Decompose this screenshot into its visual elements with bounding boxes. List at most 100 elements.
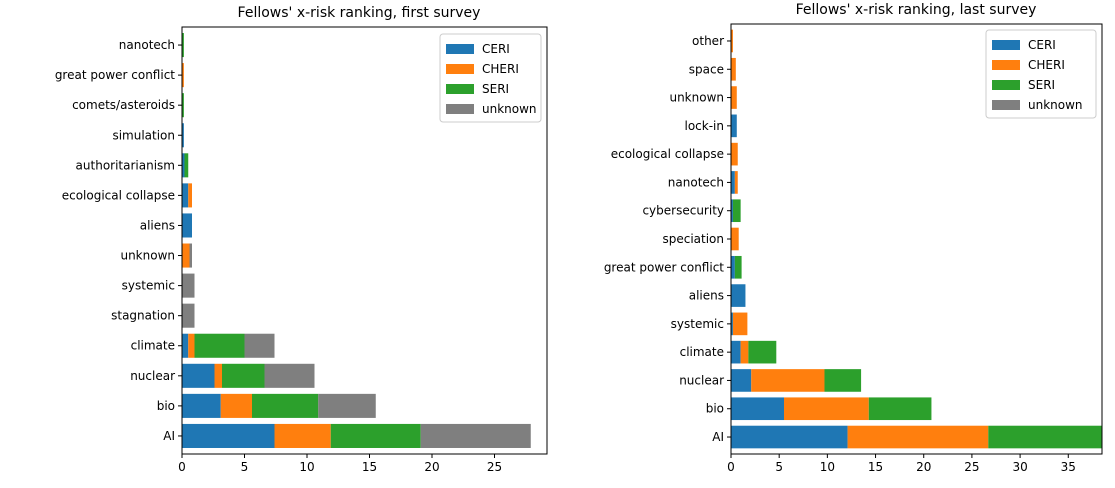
y-tick-label-bio: bio — [706, 402, 724, 416]
bar-bio-ceri — [182, 393, 221, 418]
bar-ecological-collapse-ceri — [182, 183, 189, 208]
x-tick-label-10: 10 — [820, 460, 835, 474]
legend-swatch-ceri — [446, 44, 474, 54]
bar-systemic-cheri — [732, 312, 748, 336]
legend-swatch-seri — [992, 80, 1020, 90]
bar-authoritarianism-ceri — [182, 153, 185, 178]
bar-ai-cheri — [274, 423, 331, 448]
x-tick-label-0: 0 — [178, 460, 186, 474]
legend-swatch-cheri — [446, 64, 474, 74]
y-tick-label-systemic: systemic — [671, 317, 724, 331]
bar-nuclear-seri — [222, 363, 265, 388]
bar-great-power-conflict-seri — [734, 255, 742, 279]
bar-stagnation-unknown — [182, 303, 195, 328]
legend-label-seri: SERI — [482, 82, 509, 96]
bar-nuclear-cheri — [751, 369, 825, 392]
y-tick-label-nanotech: nanotech — [119, 38, 175, 52]
bar-bio-cheri — [220, 393, 252, 418]
y-tick-label-unknown: unknown — [120, 249, 175, 263]
bar-ai-seri — [988, 425, 1102, 449]
y-tick-label-space: space — [689, 62, 724, 76]
legend-swatch-cheri — [992, 60, 1020, 70]
bar-authoritarianism-seri — [184, 153, 189, 178]
bar-bio-seri — [868, 397, 932, 421]
x-tick-label-20: 20 — [916, 460, 931, 474]
bar-nuclear-seri — [824, 369, 862, 392]
bar-climate-ceri — [731, 340, 741, 364]
bar-bio-seri — [252, 393, 319, 418]
y-tick-label-cybersecurity: cybersecurity — [642, 204, 724, 218]
y-tick-label-ai: AI — [712, 430, 724, 444]
bar-nuclear-ceri — [182, 363, 215, 388]
bar-ai-ceri — [182, 423, 275, 448]
bar-climate-cheri — [740, 340, 749, 364]
y-tick-label-systemic: systemic — [122, 279, 175, 293]
bar-ecological-collapse-cheri — [188, 183, 192, 208]
legend-label-seri: SERI — [1028, 78, 1055, 92]
legend-label-unknown: unknown — [1028, 98, 1083, 112]
y-tick-label-authoritarianism: authoritarianism — [76, 158, 175, 172]
legend — [985, 29, 1097, 119]
bar-nanotech-seri — [182, 33, 184, 58]
y-tick-label-other: other — [692, 34, 724, 48]
y-tick-label-nuclear: nuclear — [679, 373, 724, 387]
bar-great-power-conflict-cheri — [182, 63, 184, 88]
bar-unknown-cheri — [731, 86, 737, 109]
y-tick-label-ecological-collapse: ecological collapse — [611, 147, 724, 161]
y-tick-label-aliens: aliens — [140, 218, 175, 232]
y-tick-label-great-power-conflict: great power conflict — [604, 260, 724, 274]
bar-great-power-conflict-ceri — [731, 255, 735, 279]
bar-space-cheri — [731, 57, 736, 81]
x-tick-label-20: 20 — [424, 460, 439, 474]
plot-frame — [181, 26, 548, 455]
x-tick-label-5: 5 — [241, 460, 249, 474]
legend — [439, 33, 542, 123]
bar-climate-seri — [748, 340, 777, 364]
bar-systemic-ceri — [731, 312, 733, 336]
bar-comets-asteroids-seri — [182, 93, 184, 118]
y-tick-label-ecological-collapse: ecological collapse — [62, 188, 175, 202]
bar-ai-seri — [330, 423, 421, 448]
plot-frame — [730, 23, 1103, 455]
bar-nuclear-ceri — [731, 369, 752, 392]
bar-nanotech-cheri — [734, 171, 738, 194]
y-tick-label-great-power-conflict: great power conflict — [55, 68, 175, 82]
legend-label-ceri: CERI — [1028, 38, 1056, 52]
legend-label-ceri: CERI — [482, 42, 510, 56]
y-tick-label-comets-asteroids: comets/asteroids — [72, 98, 175, 112]
y-tick-label-stagnation: stagnation — [111, 309, 175, 323]
bar-nanotech-ceri — [731, 171, 735, 194]
x-tick-label-5: 5 — [775, 460, 783, 474]
bar-unknown-unknown — [189, 243, 192, 268]
x-tick-label-0: 0 — [727, 460, 735, 474]
bar-lock-in-ceri — [731, 114, 737, 138]
y-tick-label-nuclear: nuclear — [130, 369, 175, 383]
bar-simulation-ceri — [182, 123, 184, 148]
chart-title-last-survey: Fellows' x-risk ranking, last survey — [796, 2, 1037, 18]
bar-ai-cheri — [847, 425, 989, 449]
legend-swatch-ceri — [992, 40, 1020, 50]
bar-climate-unknown — [244, 333, 275, 358]
bar-climate-seri — [194, 333, 245, 358]
chart-last-survey: Fellows' x-risk ranking, last survey AI b… — [604, 2, 1103, 474]
y-tick-label-bio: bio — [157, 399, 175, 413]
bar-nuclear-unknown — [264, 363, 315, 388]
bar-cybersecurity-ceri — [731, 199, 733, 223]
legend-swatch-seri — [446, 84, 474, 94]
y-tick-label-nanotech: nanotech — [668, 175, 724, 189]
y-tick-label-simulation: simulation — [112, 128, 175, 142]
legend-swatch-unknown — [992, 100, 1020, 110]
legend-label-cheri: CHERI — [1028, 58, 1065, 72]
bar-bio-cheri — [784, 397, 869, 421]
bar-ecological-collapse-cheri — [731, 142, 738, 166]
bar-speciation-cheri — [731, 227, 739, 251]
legend-label-unknown: unknown — [482, 102, 537, 116]
x-tick-label-30: 30 — [1012, 460, 1027, 474]
y-tick-label-climate: climate — [680, 345, 724, 359]
y-tick-label-lock-in: lock-in — [685, 119, 725, 133]
legend-swatch-unknown — [446, 104, 474, 114]
bar-aliens-ceri — [182, 213, 192, 238]
bar-aliens-ceri — [731, 284, 746, 307]
bar-other-cheri — [731, 29, 733, 53]
